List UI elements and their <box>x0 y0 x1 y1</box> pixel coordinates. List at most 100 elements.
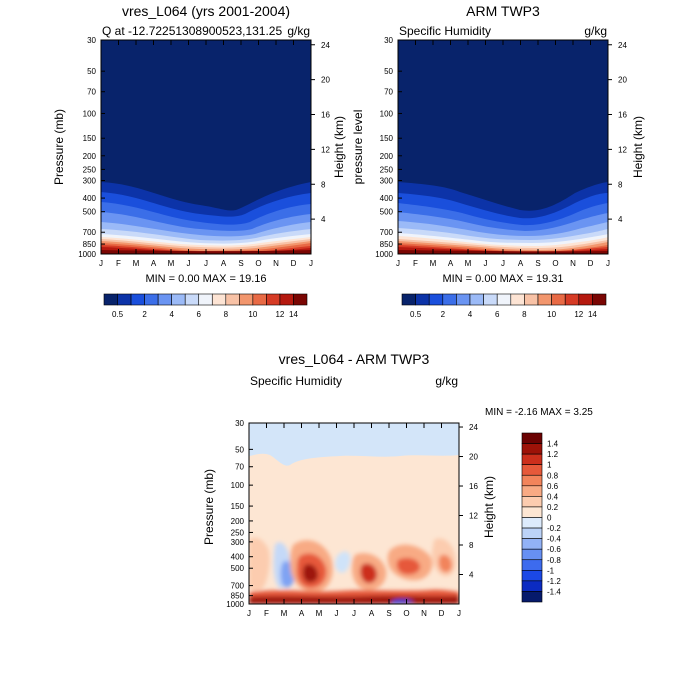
x-tick-label: J <box>484 259 488 268</box>
x-tick-label: M <box>168 259 175 268</box>
panel-observations: ARM TWP3 Specific Humidity g/kg J F M A M J J A… <box>351 3 645 319</box>
y-tick-label: 400 <box>231 553 245 562</box>
x-tick-label: A <box>518 259 524 268</box>
x-tick-6: J <box>501 40 505 268</box>
y-right-tick-label: 8 <box>469 541 474 550</box>
y-tick-label: 500 <box>231 564 245 573</box>
x-tick-label: A <box>369 609 375 618</box>
contour-field <box>101 40 311 254</box>
colorbar-swatch <box>564 293 580 306</box>
colorbar-label: -0.2 <box>547 524 561 533</box>
colorbar-swatch <box>157 293 172 306</box>
x-tick-label: J <box>335 609 339 618</box>
colorbar-label: 6 <box>495 310 500 319</box>
colorbar-swatch <box>592 293 607 306</box>
colorbar-label: 12 <box>574 310 583 319</box>
colorbar-swatch <box>521 527 543 539</box>
panel-title: vres_L064 (yrs 2001-2004) <box>122 3 290 19</box>
y-tick-label: 250 <box>231 528 245 537</box>
x-tick-12: J <box>309 40 313 268</box>
x-tick-label: J <box>204 259 208 268</box>
x-tick-label: D <box>588 259 594 268</box>
x-tick-label: O <box>403 609 409 618</box>
colorbar-swatch <box>103 293 118 306</box>
field-label: Q at -12.72251308900523,131.25 <box>102 24 282 38</box>
x-tick-1: F <box>116 40 121 268</box>
colorbar-swatch <box>521 580 543 592</box>
y-right-tick-label: 4 <box>321 215 326 224</box>
x-tick-9: O <box>552 40 559 268</box>
colorbar-swatch <box>171 293 186 306</box>
y-right-tick-label: 4 <box>618 215 623 224</box>
y-tick-label: 400 <box>83 194 97 203</box>
x-tick-5: J <box>484 40 488 268</box>
x-tick-label: J <box>606 259 610 268</box>
y-axis-title: pressure level <box>351 110 365 185</box>
y-tick-label: 500 <box>380 208 394 217</box>
min-max-stats: MIN = 0.00 MAX = 19.31 <box>442 273 563 285</box>
colorbar-swatch <box>521 474 543 487</box>
x-tick-label: D <box>291 259 297 268</box>
x-tick-label: J <box>99 259 103 268</box>
y-right-tick-label: 8 <box>618 180 623 189</box>
colorbar-swatch <box>117 293 132 306</box>
y-axis-right-title: Height (km) <box>631 116 645 178</box>
x-tick-6: J <box>204 40 208 268</box>
colorbar-swatch <box>469 293 484 306</box>
y-tick-label: 30 <box>384 36 393 45</box>
field-label: Specific Humidity <box>399 24 491 38</box>
y-tick-label: 50 <box>235 445 244 454</box>
x-tick-label: O <box>552 259 558 268</box>
colorbar-swatch <box>211 293 227 306</box>
colorbar-label: 4 <box>169 310 174 319</box>
x-tick-label: N <box>570 259 576 268</box>
y-tick-label: 300 <box>83 177 97 186</box>
y-tick-label: 150 <box>231 502 245 511</box>
colorbar-swatch <box>521 538 543 550</box>
panel-model: vres_L064 (yrs 2001-2004) Q at -12.72251… <box>52 3 346 319</box>
y-right-tick-label: 20 <box>469 453 478 462</box>
colorbar-label: -0.6 <box>547 545 561 554</box>
x-tick-label: J <box>501 259 505 268</box>
x-tick-label: O <box>255 259 261 268</box>
colorbar-label: -0.8 <box>547 556 561 565</box>
y-tick-label: 850 <box>83 240 97 249</box>
x-tick-2: M <box>430 40 437 268</box>
x-tick-label: A <box>151 259 157 268</box>
colorbar-label: -1 <box>547 566 555 575</box>
y-right-tick-label: 8 <box>321 180 326 189</box>
y-tick-label: 200 <box>380 152 394 161</box>
colorbar-swatch <box>198 293 213 306</box>
y-tick-label: 150 <box>380 134 394 143</box>
x-tick-label: S <box>535 259 540 268</box>
x-tick-10: N <box>421 423 427 618</box>
x-tick-label: J <box>457 609 461 618</box>
x-tick-7: A <box>221 40 227 268</box>
colorbar-label: 10 <box>547 310 556 319</box>
min-max-stats: MIN = 0.00 MAX = 19.16 <box>145 273 266 285</box>
colorbar-swatch <box>521 517 543 529</box>
colorbar-swatch <box>521 485 543 497</box>
x-tick-label: J <box>187 259 191 268</box>
colorbar-swatch <box>578 293 593 306</box>
x-tick-label: S <box>238 259 243 268</box>
colorbar-swatch <box>496 293 512 306</box>
y-right-tick-label: 16 <box>618 111 627 120</box>
colorbar-swatch <box>456 293 471 306</box>
x-tick-label: J <box>352 609 356 618</box>
y-tick-label: 100 <box>380 109 394 118</box>
units-label: g/kg <box>584 24 607 38</box>
colorbar-label: 6 <box>197 310 202 319</box>
colorbar-swatch <box>483 293 498 306</box>
y-right-tick-label: 16 <box>321 111 330 120</box>
x-tick-label: J <box>247 609 251 618</box>
colorbar-label: 12 <box>275 310 284 319</box>
colorbar-label: 8 <box>224 310 229 319</box>
y-right-tick-label: 24 <box>469 423 478 432</box>
y-tick-label: 850 <box>231 592 245 601</box>
colorbar-label: 1.2 <box>547 450 559 459</box>
x-tick-10: N <box>273 40 279 268</box>
y-tick-label: 700 <box>83 228 97 237</box>
y-tick-label: 200 <box>231 517 245 526</box>
x-tick-label: A <box>299 609 305 618</box>
